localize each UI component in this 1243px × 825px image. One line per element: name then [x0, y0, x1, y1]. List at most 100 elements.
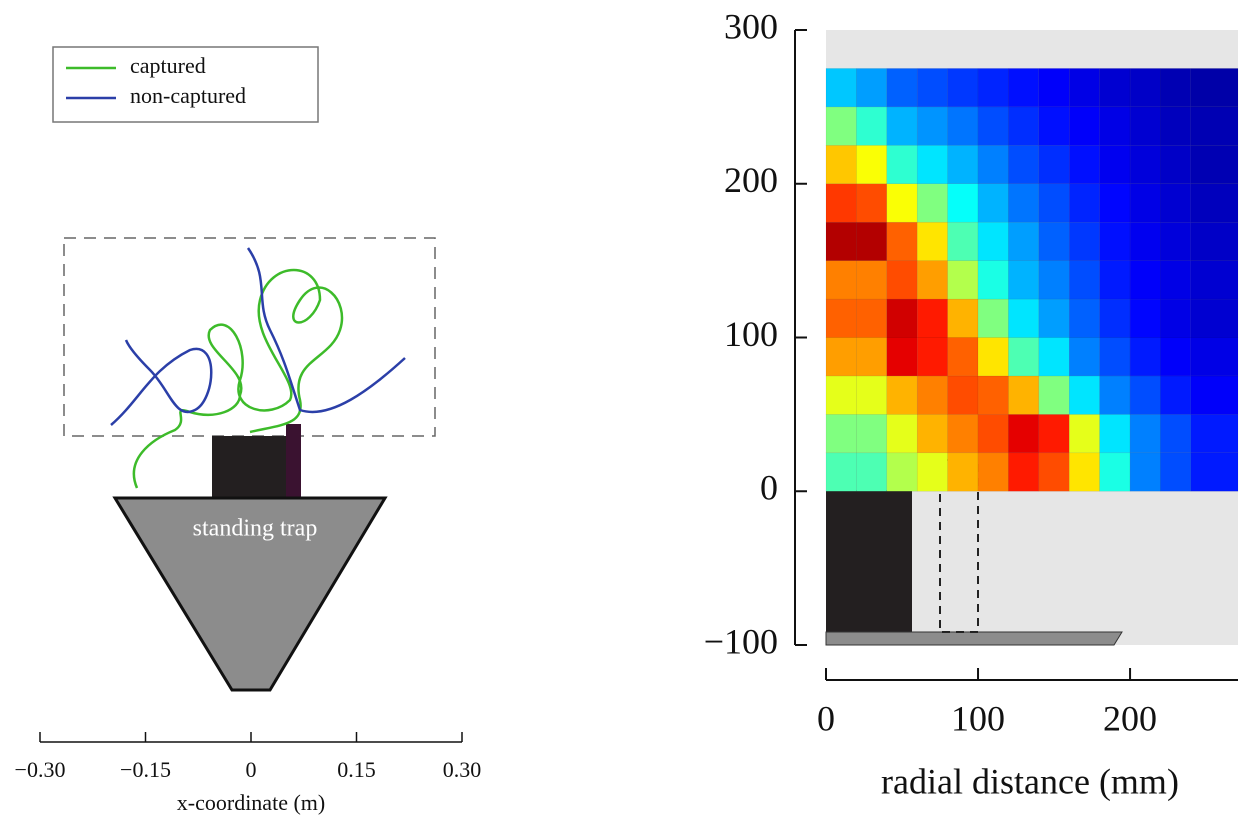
- heat-cell: [1129, 183, 1161, 223]
- heat-cell: [1038, 106, 1070, 146]
- heat-cell: [947, 221, 979, 261]
- heat-cell: [825, 221, 857, 261]
- trap-lid: [212, 436, 290, 498]
- heat-cell: [916, 375, 948, 415]
- heat-cell: [1008, 183, 1040, 223]
- heat-cell: [977, 452, 1009, 492]
- heat-cell: [1160, 337, 1192, 377]
- heat-cell: [1068, 375, 1100, 415]
- heat-cell: [1160, 414, 1192, 454]
- heat-cell: [825, 106, 857, 146]
- heat-cell: [1038, 260, 1070, 300]
- heat-cell: [1129, 221, 1161, 261]
- heat-cell: [856, 414, 888, 454]
- heat-cell: [977, 414, 1009, 454]
- heat-cell: [1190, 337, 1239, 377]
- heat-cell: [947, 414, 979, 454]
- heat-cell: [1008, 68, 1040, 108]
- capture-zone: [63, 237, 436, 437]
- trajectories: [110, 247, 406, 489]
- heat-cell: [977, 375, 1009, 415]
- y-tick-label: 100: [724, 314, 778, 354]
- heat-cell: [1160, 298, 1192, 338]
- heat-cell: [916, 260, 948, 300]
- heat-cell: [977, 145, 1009, 184]
- heat-cell: [886, 375, 918, 415]
- heat-cell: [977, 260, 1009, 300]
- heat-cell: [916, 221, 948, 261]
- heat-cell: [916, 337, 948, 377]
- heat-cell: [1099, 183, 1131, 223]
- x-tick-label: 0.30: [443, 757, 482, 782]
- heat-cell: [1129, 260, 1161, 300]
- heat-cell: [1008, 298, 1040, 338]
- heat-cell: [1068, 337, 1100, 377]
- heat-cell: [1129, 375, 1161, 415]
- heat-cell: [1068, 106, 1100, 146]
- heat-cell: [825, 183, 857, 223]
- heat-cell: [856, 106, 888, 146]
- heat-cell: [856, 298, 888, 338]
- heat-cell: [1099, 414, 1131, 454]
- heat-cell: [1068, 414, 1100, 454]
- heat-cell: [886, 145, 918, 184]
- heat-cell: [886, 414, 918, 454]
- heat-cell: [1160, 375, 1192, 415]
- heat-cell: [1038, 221, 1070, 261]
- y-tick-label: 200: [724, 160, 778, 200]
- heat-cell: [977, 298, 1009, 338]
- heat-cell: [1129, 452, 1161, 492]
- heat-cell: [1068, 183, 1100, 223]
- heat-cell: [947, 452, 979, 492]
- heat-cell: [916, 106, 948, 146]
- x-tick-label: 0.15: [337, 757, 376, 782]
- heat-cell: [1129, 414, 1161, 454]
- heat-cell: [1038, 145, 1070, 184]
- heat-cell: [1190, 260, 1239, 300]
- heat-cell: [1160, 452, 1192, 492]
- trap-post: [286, 424, 301, 498]
- x-tick-label: 0: [817, 698, 835, 738]
- heat-cell: [916, 414, 948, 454]
- heat-cell: [977, 106, 1009, 146]
- heat-cell: [856, 452, 888, 492]
- heat-cell: [977, 68, 1009, 108]
- heat-cell: [1008, 106, 1040, 146]
- heat-cell: [825, 145, 857, 184]
- heat-cell: [1190, 145, 1239, 184]
- x-tick-label: −0.15: [120, 757, 171, 782]
- heat-cell: [947, 183, 979, 223]
- heat-cell: [1160, 68, 1192, 108]
- heat-cell: [856, 260, 888, 300]
- heat-cell: [977, 221, 1009, 261]
- heat-cell: [825, 260, 857, 300]
- heat-cell: [1099, 68, 1131, 108]
- heat-cell: [977, 337, 1009, 377]
- legend-label: captured: [130, 53, 206, 78]
- heat-cell: [856, 375, 888, 415]
- heat-cell: [1068, 221, 1100, 261]
- x-tick-label: 200: [1103, 698, 1157, 738]
- legend-label: non-captured: [130, 83, 246, 108]
- heat-cell: [825, 68, 857, 108]
- heat-cell: [977, 183, 1009, 223]
- trap-body: [112, 496, 388, 692]
- trap-base: [825, 631, 1123, 646]
- heat-cell: [886, 183, 918, 223]
- heat-cell: [1099, 298, 1131, 338]
- heat-cell: [1099, 221, 1131, 261]
- heat-cell: [1038, 375, 1070, 415]
- trap-section: [826, 490, 912, 632]
- heat-cell: [1008, 337, 1040, 377]
- heat-cell: [886, 68, 918, 108]
- heat-cell: [1099, 106, 1131, 146]
- y-tick-label: −100: [704, 621, 778, 661]
- heat-cell: [1038, 298, 1070, 338]
- heat-cell: [1160, 221, 1192, 261]
- heat-cell: [1038, 68, 1070, 108]
- heatmap: [825, 68, 1239, 492]
- heat-cell: [886, 221, 918, 261]
- heat-cell: [1190, 221, 1239, 261]
- heat-cell: [1190, 183, 1239, 223]
